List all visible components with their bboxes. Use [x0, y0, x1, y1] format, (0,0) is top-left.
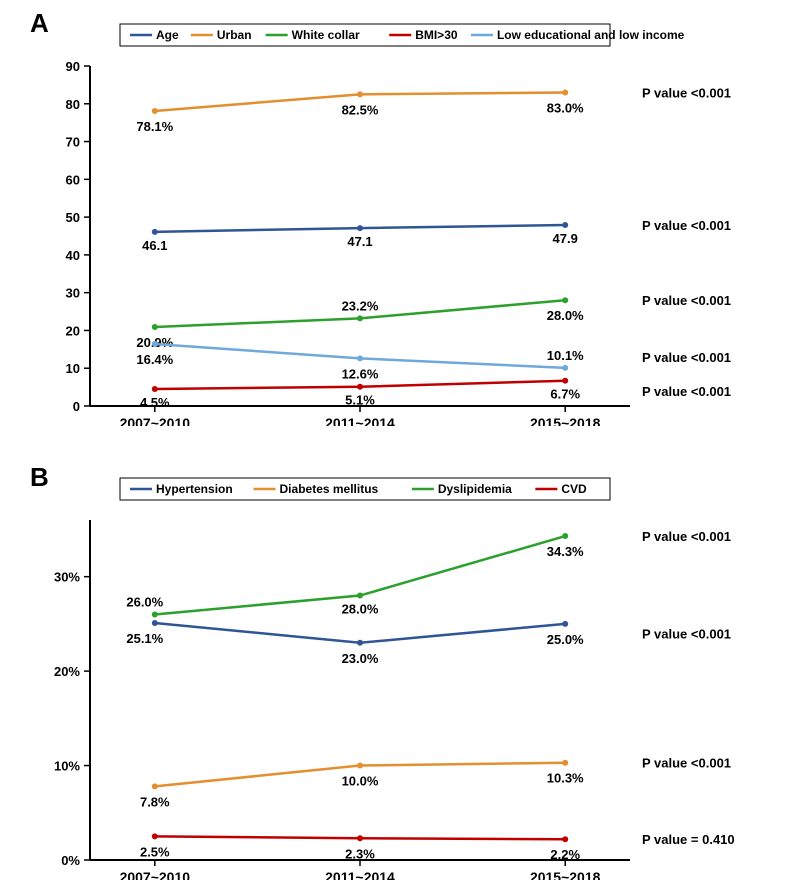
svg-text:2015~2018: 2015~2018 — [530, 415, 601, 426]
svg-text:26.0%: 26.0% — [126, 594, 163, 609]
svg-text:0: 0 — [73, 399, 80, 414]
svg-text:47.9: 47.9 — [553, 231, 578, 246]
svg-text:P value <0.001: P value <0.001 — [642, 350, 731, 365]
svg-text:6.7%: 6.7% — [550, 387, 580, 402]
svg-text:Hypertension: Hypertension — [156, 482, 233, 496]
svg-text:25.0%: 25.0% — [547, 632, 584, 647]
svg-text:Dyslipidemia: Dyslipidemia — [438, 482, 512, 496]
svg-text:P value <0.001: P value <0.001 — [642, 756, 731, 771]
svg-text:47.1: 47.1 — [347, 234, 372, 249]
svg-text:2.2%: 2.2% — [550, 847, 580, 862]
svg-text:Age: Age — [156, 28, 179, 42]
svg-text:Low educational and low income: Low educational and low income — [497, 28, 685, 42]
svg-text:Diabetes mellitus: Diabetes mellitus — [280, 482, 379, 496]
svg-text:2.3%: 2.3% — [345, 846, 375, 861]
svg-text:10: 10 — [66, 361, 80, 376]
svg-text:34.3%: 34.3% — [547, 544, 584, 559]
svg-text:CVD: CVD — [561, 482, 587, 496]
svg-text:82.5%: 82.5% — [342, 102, 379, 117]
svg-text:10.3%: 10.3% — [547, 771, 584, 786]
panel-a: A 0 10 20 30 40 50 60 70 80 90 2007~2010 2011~2014 2… — [0, 6, 800, 426]
svg-text:2007~2010: 2007~2010 — [120, 415, 191, 426]
svg-text:40: 40 — [66, 248, 80, 263]
svg-text:P value = 0.410: P value = 0.410 — [642, 832, 735, 847]
svg-text:83.0%: 83.0% — [547, 100, 584, 115]
panel-b-label: B — [30, 462, 49, 493]
svg-text:23.0%: 23.0% — [342, 651, 379, 666]
svg-text:BMI>30: BMI>30 — [415, 28, 458, 42]
svg-text:P value <0.001: P value <0.001 — [642, 529, 731, 544]
svg-text:50: 50 — [66, 210, 80, 225]
svg-text:10.0%: 10.0% — [342, 774, 379, 789]
svg-text:P value <0.001: P value <0.001 — [642, 218, 731, 233]
svg-text:80: 80 — [66, 97, 80, 112]
svg-text:2007~2010: 2007~2010 — [120, 869, 191, 880]
svg-text:2.5%: 2.5% — [140, 844, 170, 859]
svg-text:12.6%: 12.6% — [342, 366, 379, 381]
svg-text:10%: 10% — [54, 759, 80, 774]
svg-text:20%: 20% — [54, 664, 80, 679]
svg-text:5.1%: 5.1% — [345, 393, 375, 408]
svg-text:White collar: White collar — [292, 28, 360, 42]
svg-text:P value <0.001: P value <0.001 — [642, 293, 731, 308]
panel-a-chart: 0 10 20 30 40 50 60 70 80 90 2007~2010 2011~2014 201… — [0, 6, 800, 426]
svg-text:10.1%: 10.1% — [547, 348, 584, 363]
svg-text:0%: 0% — [61, 853, 80, 868]
svg-text:2015~2018: 2015~2018 — [530, 869, 601, 880]
panel-a-label: A — [30, 8, 49, 39]
svg-text:16.4%: 16.4% — [136, 352, 173, 367]
svg-text:60: 60 — [66, 172, 80, 187]
svg-text:25.1%: 25.1% — [126, 631, 163, 646]
svg-text:90: 90 — [66, 59, 80, 74]
svg-text:P value <0.001: P value <0.001 — [642, 384, 731, 399]
svg-text:Urban: Urban — [217, 28, 252, 42]
svg-text:7.8%: 7.8% — [140, 794, 170, 809]
svg-text:P value <0.001: P value <0.001 — [642, 85, 731, 100]
svg-text:30: 30 — [66, 286, 80, 301]
svg-text:78.1%: 78.1% — [136, 119, 173, 134]
svg-text:2011~2014: 2011~2014 — [325, 415, 395, 426]
svg-text:30%: 30% — [54, 570, 80, 585]
svg-text:28.0%: 28.0% — [547, 308, 584, 323]
svg-text:4.5%: 4.5% — [140, 395, 170, 410]
panel-b-chart: 0% 10% 20% 30% 2007~2010 2011~2014 2015~2018 Hy… — [0, 460, 800, 880]
figure-page: A 0 10 20 30 40 50 60 70 80 90 2007~2010 2011~2014 2… — [0, 0, 800, 895]
svg-text:28.0%: 28.0% — [342, 602, 379, 617]
svg-text:70: 70 — [66, 135, 80, 150]
svg-text:2011~2014: 2011~2014 — [325, 869, 395, 880]
svg-text:20: 20 — [66, 323, 80, 338]
svg-text:23.2%: 23.2% — [342, 298, 379, 313]
svg-text:46.1: 46.1 — [142, 238, 167, 253]
svg-text:P value <0.001: P value <0.001 — [642, 626, 731, 641]
panel-b: B 0% 10% 20% 30% 2007~2010 2011~2014 2015~2018… — [0, 460, 800, 880]
